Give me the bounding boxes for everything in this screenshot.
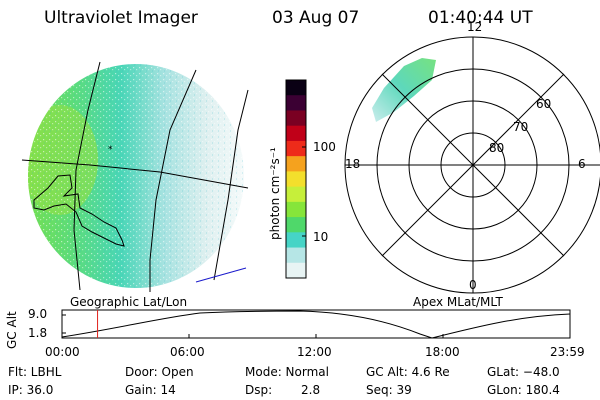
colorbar-segment	[286, 247, 306, 264]
colorbar-segment	[286, 95, 306, 111]
lat-label-60: 60	[536, 97, 552, 111]
mlt-label-bottom: 0	[469, 278, 477, 292]
colorbar-segment	[286, 262, 306, 279]
colorbar-segment	[286, 171, 306, 188]
x-tick-3: 18:00	[425, 345, 460, 359]
colorbar-unit-label: photon cm⁻²s⁻¹	[268, 147, 282, 240]
glat-info: GLat: −48.0	[487, 365, 560, 379]
earth-disk-image: *	[21, 61, 249, 292]
colorbar-segment	[286, 125, 306, 142]
colorbar-segment	[286, 156, 306, 172]
colorbar-segment	[286, 217, 306, 233]
colorbar-segment	[286, 186, 306, 203]
colorbar-tick-10: 10	[313, 230, 329, 244]
dsp-label: Dsp:	[245, 383, 273, 397]
x-tick-4: 23:59	[550, 345, 585, 359]
colorbar	[285, 79, 307, 279]
latlon-grid-1	[73, 61, 101, 291]
lat-label-80: 80	[489, 141, 505, 155]
filter-info: Flt: LBHL	[8, 365, 62, 379]
mlt-label-right: 6	[578, 157, 586, 171]
glon-info: GLon: 180.4	[487, 383, 560, 397]
mode-info: Mode: Normal	[245, 365, 329, 379]
colorbar-segment	[286, 232, 306, 249]
gain-info: Gain: 14	[125, 383, 176, 397]
x-tick-0: 00:00	[45, 345, 80, 359]
time-label: 01:40:44 UT	[428, 8, 533, 28]
geographic-caption: Geographic Lat/Lon	[70, 295, 188, 309]
coastline-outline	[33, 174, 125, 247]
instrument-title: Ultraviolet Imager	[44, 8, 198, 28]
altitude-curve	[61, 310, 571, 339]
door-info: Door: Open	[125, 365, 194, 379]
dsp-value: 2.8	[301, 383, 321, 397]
seq-info: Seq: 39	[366, 383, 412, 397]
altitude-plot	[61, 309, 571, 339]
y-tick-bottom: 1.8	[28, 326, 48, 340]
ip-info: IP: 36.0	[8, 383, 54, 397]
blue-limb-line	[195, 267, 247, 283]
latlon-grid-2	[149, 69, 197, 292]
colorbar-segment	[286, 140, 306, 157]
colorbar-border	[285, 79, 307, 279]
x-tick-2: 12:00	[297, 345, 332, 359]
gc-alt-info: GC Alt: 4.6 Re	[366, 365, 450, 379]
colorbar-segment	[286, 110, 306, 127]
svg-text:*: *	[108, 145, 113, 155]
date-label: 03 Aug 07	[272, 8, 360, 28]
colorbar-segment	[286, 201, 306, 218]
mlt-label-left: 18	[345, 157, 361, 171]
colorbar-segment	[286, 80, 306, 96]
latlon-grid-3	[213, 89, 249, 281]
aurora-oval	[372, 58, 436, 122]
polar-plot	[344, 36, 600, 294]
lat-label-70: 70	[513, 120, 529, 134]
x-tick-1: 06:00	[170, 345, 205, 359]
apex-caption: Apex MLat/MLT	[413, 295, 503, 309]
latlon-grid-4	[21, 159, 249, 189]
y-tick-top: 9.0	[28, 307, 48, 321]
gc-alt-axis-label: GC Alt	[5, 311, 19, 349]
colorbar-tick-100: 100	[313, 140, 336, 154]
mlt-label-top: 12	[467, 20, 483, 34]
